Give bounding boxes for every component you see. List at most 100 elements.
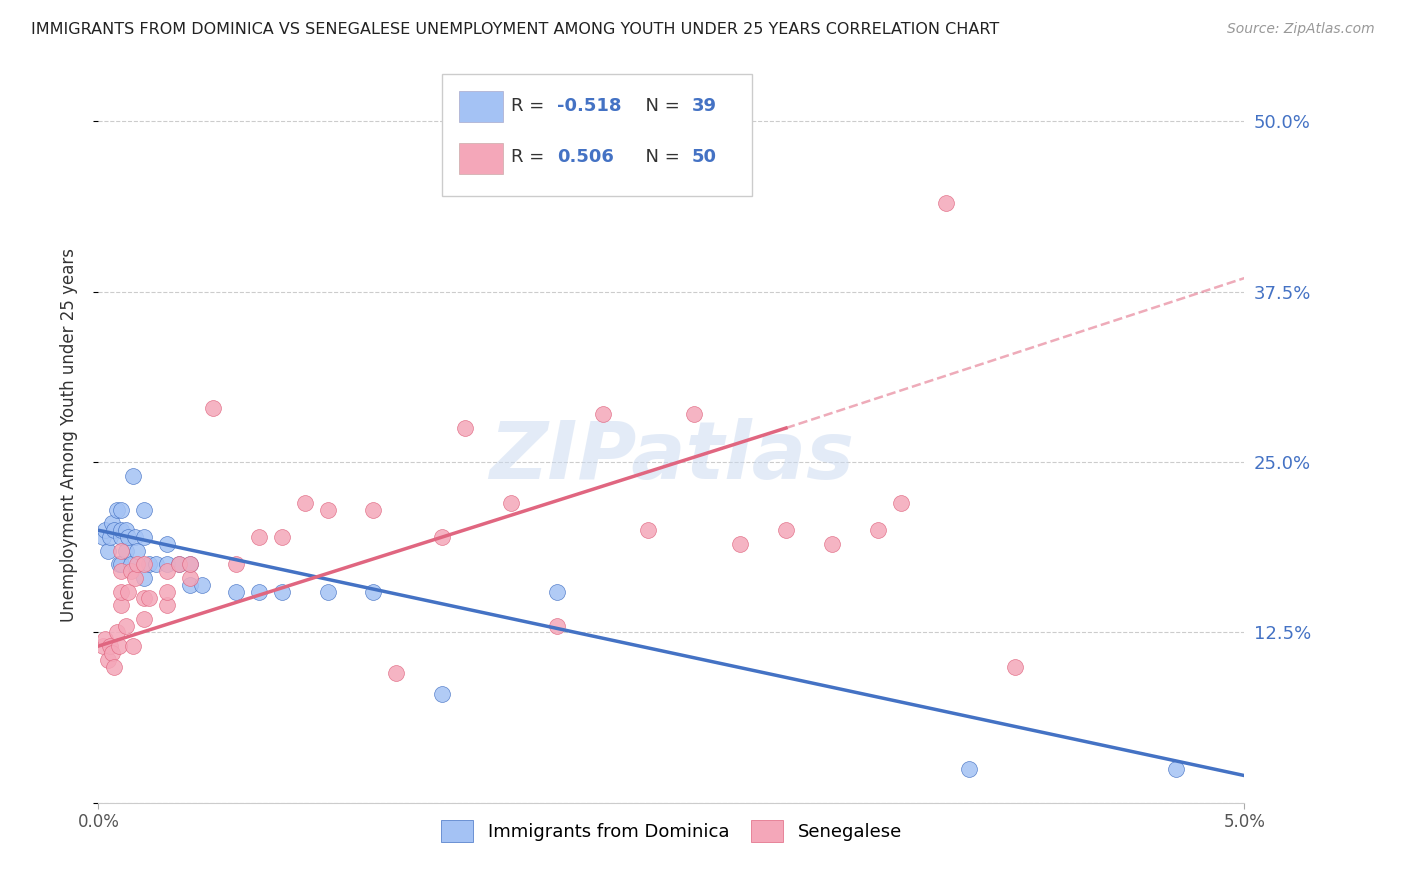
Point	[225, 584, 247, 599]
Text: -0.518: -0.518	[557, 97, 621, 115]
Point	[117, 530, 139, 544]
Point	[124, 530, 146, 544]
Point	[179, 558, 201, 572]
Point	[134, 503, 156, 517]
Point	[134, 558, 156, 572]
Point	[167, 558, 190, 572]
Point	[101, 516, 124, 531]
Point	[127, 558, 149, 572]
FancyBboxPatch shape	[441, 74, 752, 195]
Point	[202, 401, 225, 415]
Text: N =: N =	[634, 148, 685, 167]
Point	[270, 584, 292, 599]
Point	[98, 639, 121, 653]
Point	[138, 558, 160, 572]
Point	[167, 558, 190, 572]
Point	[115, 618, 138, 632]
Point	[363, 584, 385, 599]
Text: N =: N =	[634, 97, 685, 115]
Point	[156, 537, 179, 551]
Point	[110, 503, 132, 517]
Point	[179, 571, 201, 585]
Point	[363, 503, 385, 517]
Point	[866, 523, 889, 537]
Point	[105, 503, 128, 517]
Text: R =: R =	[510, 97, 550, 115]
Point	[190, 578, 212, 592]
Point	[1164, 762, 1187, 776]
Point	[316, 584, 339, 599]
Point	[294, 496, 316, 510]
Point	[120, 564, 142, 578]
Point	[108, 639, 131, 653]
Text: Source: ZipAtlas.com: Source: ZipAtlas.com	[1227, 22, 1375, 37]
Point	[110, 564, 132, 578]
Point	[127, 543, 149, 558]
Point	[94, 523, 117, 537]
Point	[592, 408, 614, 422]
Point	[121, 468, 143, 483]
Point	[889, 496, 911, 510]
Text: 0.506: 0.506	[557, 148, 613, 167]
Point	[270, 530, 292, 544]
Point	[115, 543, 138, 558]
Point	[110, 584, 132, 599]
Text: ZIPatlas: ZIPatlas	[489, 418, 853, 496]
Text: IMMIGRANTS FROM DOMINICA VS SENEGALESE UNEMPLOYMENT AMONG YOUTH UNDER 25 YEARS C: IMMIGRANTS FROM DOMINICA VS SENEGALESE U…	[31, 22, 1000, 37]
Point	[94, 632, 117, 647]
Point	[430, 530, 453, 544]
Point	[179, 578, 201, 592]
Point	[97, 653, 120, 667]
Point	[775, 523, 797, 537]
Point	[1004, 659, 1026, 673]
Point	[134, 530, 156, 544]
Point	[110, 523, 132, 537]
Point	[121, 639, 143, 653]
Point	[316, 503, 339, 517]
Point	[138, 591, 160, 606]
Legend: Immigrants from Dominica, Senegalese: Immigrants from Dominica, Senegalese	[433, 813, 910, 849]
Point	[430, 687, 453, 701]
Y-axis label: Unemployment Among Youth under 25 years: Unemployment Among Youth under 25 years	[59, 248, 77, 622]
Point	[103, 659, 125, 673]
Point	[454, 421, 477, 435]
Point	[134, 612, 156, 626]
Point	[247, 584, 270, 599]
Point	[637, 523, 659, 537]
Point	[91, 530, 114, 544]
FancyBboxPatch shape	[460, 91, 503, 122]
FancyBboxPatch shape	[460, 143, 503, 174]
Point	[957, 762, 980, 776]
Point	[385, 666, 408, 681]
Point	[110, 558, 132, 572]
Point	[105, 625, 128, 640]
Point	[134, 571, 156, 585]
Point	[98, 530, 121, 544]
Point	[110, 543, 132, 558]
Point	[546, 584, 568, 599]
Point	[683, 408, 706, 422]
Point	[101, 646, 124, 660]
Point	[97, 543, 120, 558]
Text: R =: R =	[510, 148, 550, 167]
Point	[108, 558, 131, 572]
Point	[110, 598, 132, 612]
Point	[821, 537, 844, 551]
Point	[103, 523, 125, 537]
Point	[156, 598, 179, 612]
Text: 39: 39	[692, 97, 717, 115]
Point	[156, 558, 179, 572]
Point	[145, 558, 167, 572]
Point	[115, 523, 138, 537]
Point	[117, 584, 139, 599]
Point	[179, 558, 201, 572]
Point	[156, 584, 179, 599]
Point	[546, 618, 568, 632]
Point	[935, 196, 957, 211]
Point	[91, 639, 114, 653]
Point	[124, 571, 146, 585]
Point	[728, 537, 751, 551]
Text: 50: 50	[692, 148, 717, 167]
Point	[120, 558, 142, 572]
Point	[225, 558, 247, 572]
